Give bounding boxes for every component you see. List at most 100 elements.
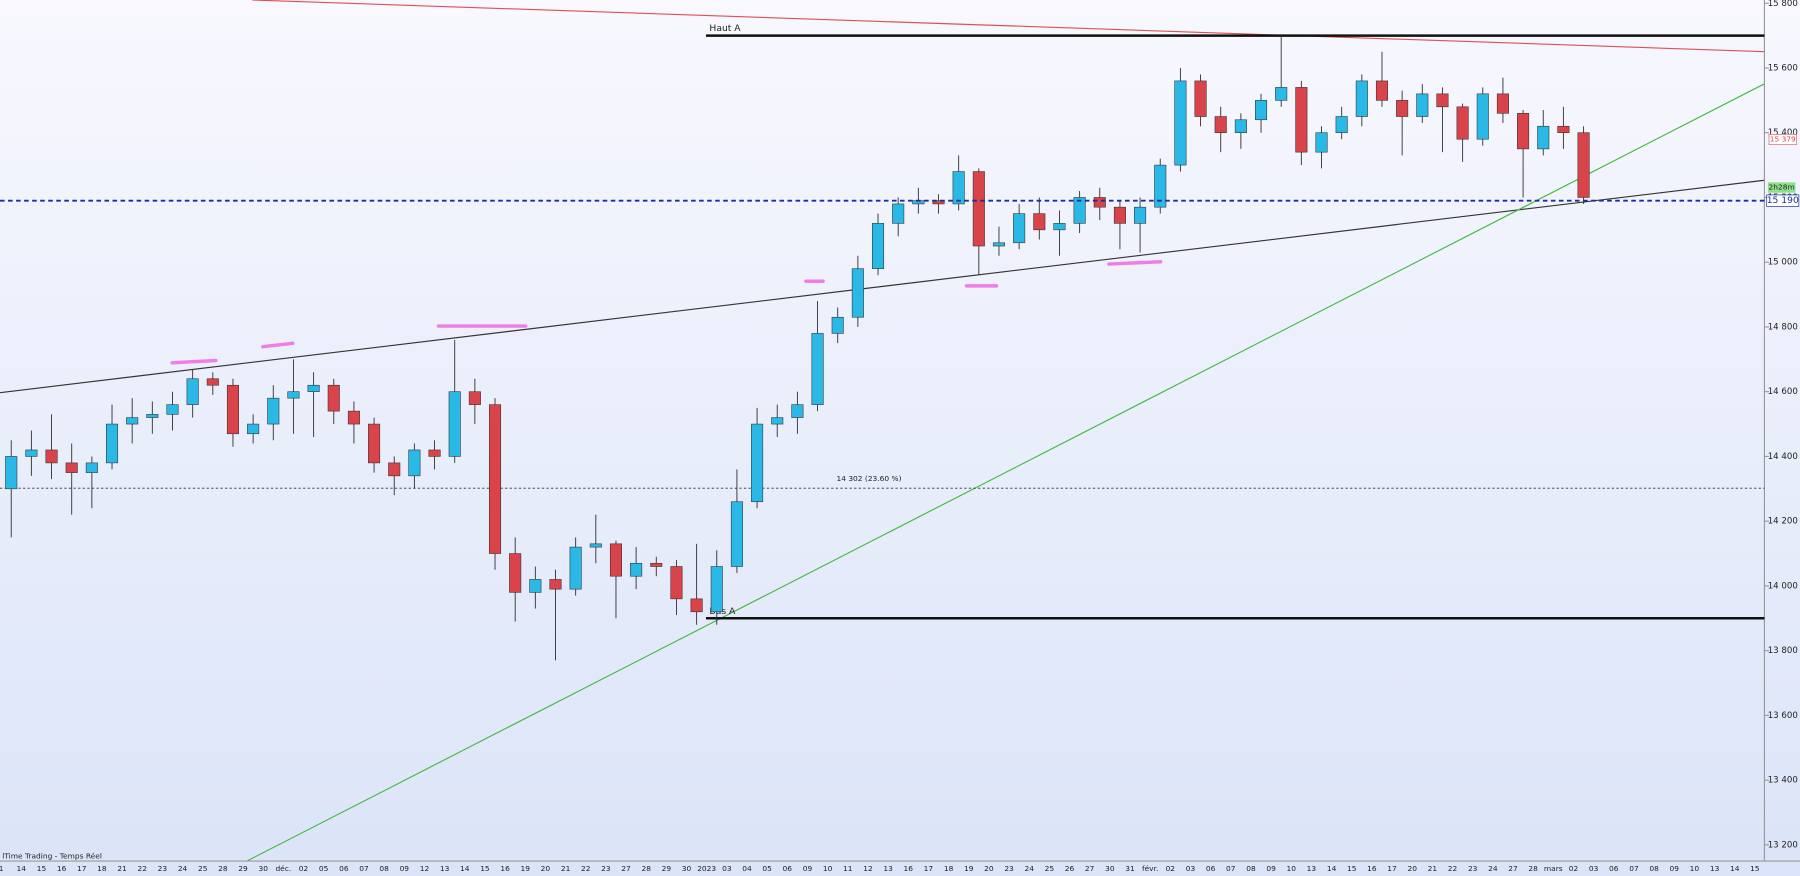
x-tick-label: 28 <box>641 864 651 873</box>
x-tick-label: 07 <box>359 864 369 873</box>
x-tick-label: 25 <box>198 864 208 873</box>
candle-body <box>327 384 340 412</box>
x-tick-label: 02 <box>1166 864 1175 873</box>
x-tick-label: 20 <box>1407 864 1417 873</box>
candle-body <box>509 553 522 593</box>
candle-body <box>1517 113 1530 150</box>
candle-body <box>368 423 381 464</box>
y-tick-label: 15 800 <box>1768 0 1798 9</box>
y-tick-label: 13 400 <box>1768 776 1798 786</box>
candle-body <box>1355 80 1368 117</box>
x-tick-label: 21 <box>561 864 571 873</box>
x-tick-label: 12 <box>420 864 429 873</box>
x-tick-label: 14 <box>460 864 470 873</box>
level-label: Haut A <box>709 23 741 34</box>
x-tick-label: 26 <box>1065 864 1075 873</box>
x-tick-label: 06 <box>1206 864 1216 873</box>
x-tick-label: 13 <box>1307 864 1317 873</box>
x-tick-label: 27 <box>621 864 631 873</box>
candle-body <box>751 423 764 503</box>
candle-body <box>851 268 864 318</box>
x-tick-label: 27 <box>1508 864 1518 873</box>
candle-body <box>569 546 582 590</box>
highlight <box>170 358 218 365</box>
y-tick-label: 13 800 <box>1768 646 1798 656</box>
candle-body <box>1033 213 1046 231</box>
candle-body <box>831 316 844 334</box>
x-tick-label: 14 <box>1327 864 1337 873</box>
x-tick-label: 22 <box>138 864 147 873</box>
x-tick-label: 22 <box>581 864 590 873</box>
candle-body <box>388 462 401 477</box>
x-tick-label: 29 <box>238 864 248 873</box>
candle-body <box>5 456 18 490</box>
candle-body <box>1577 132 1590 198</box>
x-tick-label: 02 <box>299 864 308 873</box>
trend-line <box>0 179 1765 394</box>
x-tick-label: 15 <box>1347 864 1357 873</box>
candle-body <box>408 449 421 477</box>
candle-body <box>670 566 683 600</box>
x-tick-label: 09 <box>1266 864 1276 873</box>
candle-body <box>1134 206 1147 224</box>
x-tick-label: 05 <box>319 864 329 873</box>
candle-body <box>105 423 119 464</box>
x-tick-label: 15 <box>1750 864 1760 873</box>
candle-body <box>206 378 219 386</box>
y-tick-label: 15 400 <box>1768 128 1798 138</box>
y-tick-label: 15 600 <box>1768 63 1798 73</box>
candle-body <box>589 543 602 548</box>
candle-body <box>972 171 985 247</box>
candle-body <box>1053 223 1066 231</box>
x-tick-label: 28 <box>218 864 228 873</box>
candle-body <box>791 404 804 418</box>
x-tick-label: 08 <box>379 864 389 873</box>
x-tick-label: 16 <box>904 864 914 873</box>
indicator-label: 15 379 <box>1770 135 1796 144</box>
x-tick-label: 17 <box>1387 864 1397 873</box>
candle-body <box>1557 125 1570 134</box>
candle-body <box>1194 80 1207 117</box>
countdown-box <box>1767 182 1796 193</box>
highlight <box>1107 260 1163 266</box>
candle-body <box>1214 116 1227 134</box>
candle-body <box>1456 106 1469 140</box>
y-tick-label: 13 200 <box>1768 840 1798 850</box>
x-tick-label: 07 <box>1226 864 1236 873</box>
x-tick-label: 03 <box>1589 864 1599 873</box>
candle-body <box>1154 164 1167 208</box>
highlights <box>170 260 1163 365</box>
x-tick-label: 23 <box>158 864 168 873</box>
x-tick-label: 09 <box>400 864 410 873</box>
x-tick-label: 08 <box>1649 864 1659 873</box>
x-tick-label: mars <box>1544 864 1563 873</box>
x-tick-label: 10 <box>823 864 833 873</box>
candle-body <box>1436 93 1449 108</box>
candle-body <box>1537 125 1550 150</box>
x-tick-label: 13 <box>440 864 450 873</box>
highlight <box>261 341 295 349</box>
candle-body <box>1093 197 1106 208</box>
candle-body <box>1013 213 1026 244</box>
x-tick-label: 10 <box>1287 864 1297 873</box>
x-tick-label: 11 <box>843 864 853 873</box>
x-tick-label: 09 <box>803 864 813 873</box>
x-tick-label: 28 <box>1528 864 1538 873</box>
x-tick-label: 14 <box>1730 864 1740 873</box>
indicator-box <box>1768 134 1797 145</box>
candle-body <box>1255 100 1268 121</box>
candle-body <box>307 384 320 392</box>
candle-body <box>1275 87 1288 101</box>
x-tick-label: 02 <box>1569 864 1578 873</box>
candle-body <box>630 562 643 577</box>
candle-body <box>690 598 703 613</box>
x-tick-label: déc. <box>275 864 291 873</box>
x-tick-label: 21 <box>1428 864 1438 873</box>
candle-body <box>1315 132 1328 153</box>
x-tick-label: 17 <box>77 864 87 873</box>
candle-body <box>992 242 1006 247</box>
candle-body <box>1295 87 1308 153</box>
x-tick-label: 30 <box>1105 864 1115 873</box>
footer: lTime Trading - Temps Réel <box>2 851 102 860</box>
